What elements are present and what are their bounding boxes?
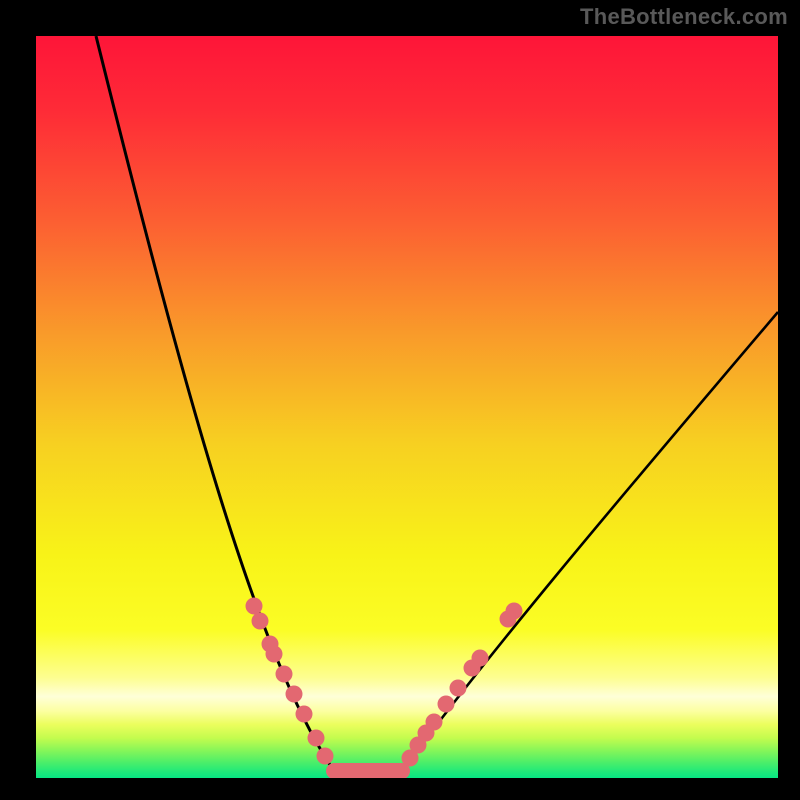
plot-area (36, 36, 778, 778)
marker-left (276, 666, 293, 683)
marker-left (296, 706, 313, 723)
marker-right (402, 750, 419, 767)
left-curve (96, 36, 334, 771)
marker-right (438, 696, 455, 713)
marker-right (500, 611, 517, 628)
curves-layer (36, 36, 778, 778)
marker-left (317, 748, 334, 765)
right-curve (402, 312, 778, 771)
marker-right (472, 650, 489, 667)
marker-left (246, 598, 263, 615)
marker-right (450, 680, 467, 697)
marker-left (266, 646, 283, 663)
marker-left (286, 686, 303, 703)
chart-container: TheBottleneck.com (0, 0, 800, 800)
watermark-text: TheBottleneck.com (580, 4, 788, 30)
marker-left (252, 613, 269, 630)
marker-left (308, 730, 325, 747)
